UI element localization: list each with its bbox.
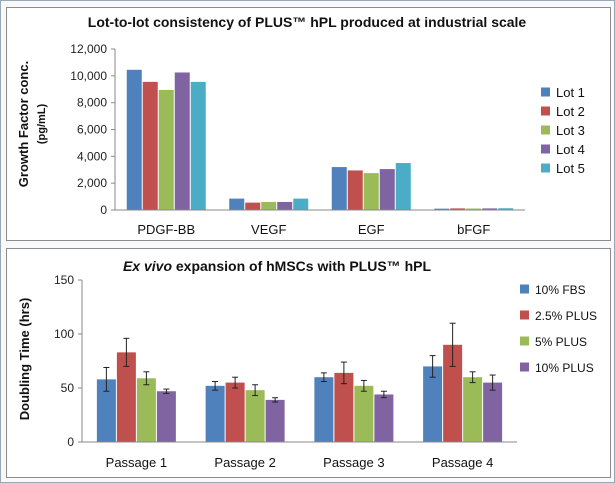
bar (379, 169, 395, 210)
bar (261, 201, 277, 210)
bars (126, 69, 514, 211)
y-tick-label: 12,000 (70, 42, 107, 56)
bar (293, 198, 309, 210)
bar (225, 382, 245, 442)
legend-swatch (520, 336, 529, 346)
bar (443, 344, 463, 442)
y-tick-label: 150 (54, 273, 74, 287)
bar (96, 379, 116, 442)
axes (81, 280, 517, 443)
x-category-label: VEGF (251, 222, 286, 237)
chart-title: Lot-to-lot consistency of PLUS™ hPL prod… (88, 14, 527, 30)
legend-label: Lot 2 (556, 104, 585, 119)
bar (498, 208, 514, 210)
bar (466, 208, 482, 210)
error-bars (103, 322, 496, 403)
x-axis-categories: Passage 1 Passage 2 Passage 3 Passage 4 (106, 455, 494, 470)
bar (482, 208, 498, 210)
bar (116, 352, 136, 442)
bar (126, 69, 142, 210)
bar (190, 81, 206, 210)
legend-label: Lot 4 (556, 142, 585, 157)
bar (265, 399, 285, 442)
bar (245, 202, 261, 210)
bar (374, 394, 394, 442)
bar (347, 170, 363, 210)
y-axis-unit-label: (pg/mL) (36, 104, 48, 145)
x-category-label: Passage 4 (432, 455, 493, 470)
x-category-label: Passage 3 (323, 455, 384, 470)
bar (156, 391, 176, 442)
bar (434, 208, 450, 210)
y-axis-label: Growth Factor conc. (16, 61, 31, 187)
legend-swatch (520, 310, 529, 320)
bars (96, 344, 503, 442)
x-category-label: bFGF (457, 222, 490, 237)
bar (142, 81, 158, 210)
bar (331, 167, 347, 210)
x-category-label: Passage 1 (106, 455, 167, 470)
doubling-time-chart: Ex vivo expansion of hMSCs with PLUS™ hP… (17, 258, 597, 470)
y-axis-ticks: 0 2,000 4,000 6,000 8,000 10,000 12,000 (70, 42, 115, 217)
doubling-time-chart-panel: Ex vivo expansion of hMSCs with PLUS™ hP… (6, 248, 611, 478)
legend-label: 5% PLUS (535, 335, 587, 349)
y-tick-label: 50 (61, 381, 75, 395)
bar (354, 385, 374, 442)
bar (463, 377, 483, 442)
bar (483, 382, 503, 442)
legend-label: 10% PLUS (535, 361, 594, 375)
x-category-label: EGF (358, 222, 385, 237)
y-tick-label: 0 (100, 203, 107, 217)
legend-label: Lot 5 (556, 161, 585, 176)
bar (314, 377, 334, 442)
y-tick-label: 8,000 (77, 96, 107, 110)
bar (205, 385, 225, 442)
y-tick-label: 100 (54, 327, 74, 341)
bar (277, 201, 293, 210)
bar (363, 173, 379, 210)
x-axis-categories: PDGF-BB VEGF EGF bFGF (137, 222, 490, 237)
legend-swatch (541, 144, 550, 154)
legend-swatch (520, 284, 529, 294)
growth-factor-chart: Lot-to-lot consistency of PLUS™ hPL prod… (16, 14, 585, 237)
y-axis-label: Doubling Time (hrs) (17, 298, 32, 421)
bar (423, 366, 443, 442)
legend-label: Lot 3 (556, 123, 585, 138)
bar (136, 378, 156, 442)
y-tick-label: 4,000 (77, 149, 107, 163)
legend-swatch (520, 362, 529, 372)
y-tick-label: 6,000 (77, 123, 107, 137)
chart-title-italic: Ex vivo (123, 258, 172, 274)
x-category-label: Passage 2 (214, 455, 275, 470)
legend-label: 10% FBS (535, 283, 586, 297)
chart-title-rest: expansion of hMSCs with PLUS™ hPL (172, 258, 431, 274)
y-tick-label: 0 (67, 435, 74, 449)
y-axis-ticks: 0 50 100 150 (54, 273, 82, 449)
bar (450, 208, 466, 210)
bar (334, 372, 354, 442)
legend: Lot 1 Lot 2 Lot 3 Lot 4 Lot 5 (541, 85, 585, 176)
legend-swatch (541, 87, 550, 97)
legend-swatch (541, 125, 550, 135)
legend-label: Lot 1 (556, 85, 585, 100)
bar (229, 198, 245, 210)
chart-title: Ex vivo expansion of hMSCs with PLUS™ hP… (123, 258, 431, 274)
legend-swatch (541, 106, 550, 116)
bar (395, 163, 411, 210)
axes (114, 49, 525, 211)
growth-factor-chart-panel: Lot-to-lot consistency of PLUS™ hPL prod… (6, 7, 611, 241)
y-tick-label: 10,000 (70, 69, 107, 83)
x-category-label: PDGF-BB (137, 222, 195, 237)
bar (158, 89, 174, 210)
legend-swatch (541, 163, 550, 173)
bar (245, 390, 265, 442)
legend: 10% FBS 2.5% PLUS 5% PLUS 10% PLUS (520, 283, 597, 375)
bar (174, 72, 190, 211)
y-tick-label: 2,000 (77, 176, 107, 190)
legend-label: 2.5% PLUS (535, 309, 597, 323)
